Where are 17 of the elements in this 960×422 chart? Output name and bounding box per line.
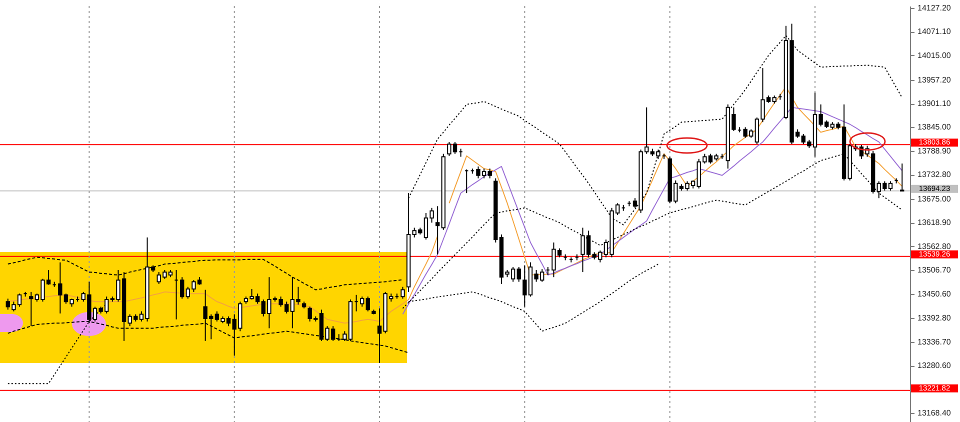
y-tick-label: 14127.20: [918, 4, 952, 13]
y-tick-label: 13168.40: [918, 408, 952, 418]
y-tick-label: 13336.70: [918, 337, 952, 346]
y-tick-label: 13675.00: [918, 194, 952, 204]
y-tick-label: 13450.60: [918, 289, 952, 298]
y-tick-label: 14015.00: [918, 50, 952, 60]
y-tick-label: 13392.80: [918, 314, 952, 323]
y-tick-label: 13280.60: [918, 361, 952, 370]
y-tick-label: 13901.10: [918, 99, 952, 108]
y-tick-label: 14071.10: [918, 27, 952, 36]
y-tick-label: 13562.80: [918, 242, 952, 251]
y-tick-label: 13506.70: [918, 266, 952, 275]
y-tick-label: 13957.20: [918, 75, 952, 84]
y-tick-label: 13732.80: [918, 170, 952, 180]
y-tick-label: 13618.90: [918, 218, 952, 228]
y-tick-label: 13845.00: [918, 122, 952, 132]
y-tick-label: 13788.90: [918, 146, 952, 156]
